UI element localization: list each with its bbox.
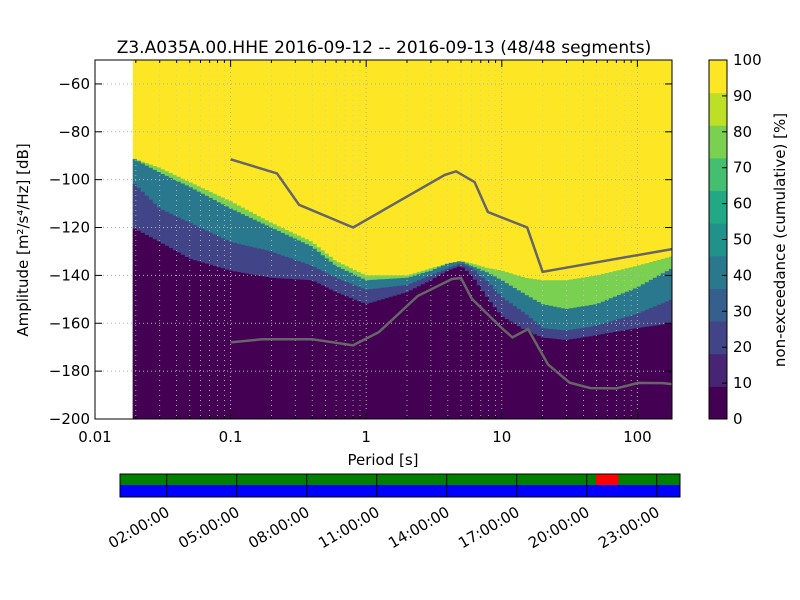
colorbar-segment	[709, 288, 727, 322]
colorbar-tick-label: 80	[733, 123, 752, 141]
colorbar-segment	[709, 386, 727, 420]
timeline-frame	[119, 473, 681, 498]
timeline-gap-marker	[596, 474, 619, 485]
colorbar-segment	[709, 255, 727, 289]
timeline-tick-label: 02:00:00	[105, 503, 172, 552]
ppsd-heatmap	[132, 60, 673, 420]
timeline-tick-label: 08:00:00	[245, 503, 312, 552]
chart-title: Z3.A035A.00.HHE 2016-09-12 -- 2016-09-13…	[117, 38, 652, 58]
y-tick-label: −160	[49, 314, 90, 332]
colorbar-ticks: 0 10 20 30 40 50 60 70 80 90 100	[722, 51, 762, 428]
timeline-tick-label: 17:00:00	[455, 503, 522, 552]
x-tick-label: 1	[361, 428, 371, 446]
colorbar-segment	[709, 157, 727, 192]
timeline-tick-label: 23:00:00	[595, 503, 662, 552]
colorbar-segment	[709, 353, 727, 387]
x-tick-label: 10	[492, 428, 511, 446]
timeline-tick-label: 05:00:00	[175, 503, 242, 552]
x-axis-ticks: 0.01 0.1 1 10 100	[78, 60, 652, 446]
timeline-tick-label: 11:00:00	[315, 503, 382, 552]
y-tick-label: −60	[58, 75, 90, 93]
colorbar-tick-label: 40	[733, 266, 752, 284]
timeline-segments-bar	[120, 474, 680, 485]
colorbar-segment	[709, 190, 727, 224]
noise-model-low	[230, 276, 673, 390]
colorbar-tick-label: 30	[733, 302, 752, 320]
colorbar-label: non-exceedance (cumulative) [%]	[771, 113, 789, 367]
x-tick-label: 100	[623, 428, 652, 446]
y-tick-label: −80	[58, 123, 90, 141]
timeline-coverage-bar	[120, 485, 680, 497]
plot-frame	[94, 59, 673, 420]
y-tick-label: −120	[49, 219, 90, 237]
colorbar-segment	[709, 125, 727, 159]
colorbar-tick-label: 60	[733, 195, 752, 213]
colorbar-segment	[709, 92, 727, 126]
colorbar-segment	[709, 321, 727, 355]
colorbar-tick-label: 50	[733, 231, 752, 249]
y-tick-label: −140	[49, 266, 90, 284]
colorbar-tick-label: 70	[733, 159, 752, 177]
y-axis-ticks: −60 −80 −100 −120 −140 −160 −180 −200	[49, 75, 672, 428]
y-tick-label: −200	[49, 410, 90, 428]
noise-models	[230, 158, 673, 390]
colorbar-fill	[709, 60, 727, 420]
x-tick-label: 0.01	[78, 428, 111, 446]
x-axis-label: Period [s]	[347, 451, 418, 469]
plot-area: 0.01 0.1 1 10 100 −60 −80 −100 −120 −140 −160 −180…	[49, 59, 673, 446]
y-axis-label: Amplitude [m²/s⁴/Hz] [dB]	[14, 143, 32, 336]
y-tick-label: −180	[49, 362, 90, 380]
y-tick-label: −100	[49, 171, 90, 189]
colorbar-tick-label: 0	[733, 410, 743, 428]
colorbar-tick-label: 20	[733, 338, 752, 356]
timeline-bars	[120, 474, 680, 497]
colorbar-tick-label: 100	[733, 51, 762, 69]
colorbar-tick-label: 90	[733, 87, 752, 105]
timeline-tick-label: 14:00:00	[385, 503, 452, 552]
timeline-tick-label: 20:00:00	[525, 503, 592, 552]
x-tick-label: 0.1	[219, 428, 243, 446]
colorbar-tick-label: 10	[733, 374, 752, 392]
noise-model-high	[230, 158, 673, 274]
colorbar: 0 10 20 30 40 50 60 70 80 90 100 non-exceedance (c…	[708, 51, 789, 428]
colorbar-segment	[709, 60, 727, 94]
colorbar-segment	[709, 223, 727, 257]
segment-timeline: 02:00:00 05:00:00 08:00:00 11:00:00 14:00:00…	[105, 473, 681, 552]
